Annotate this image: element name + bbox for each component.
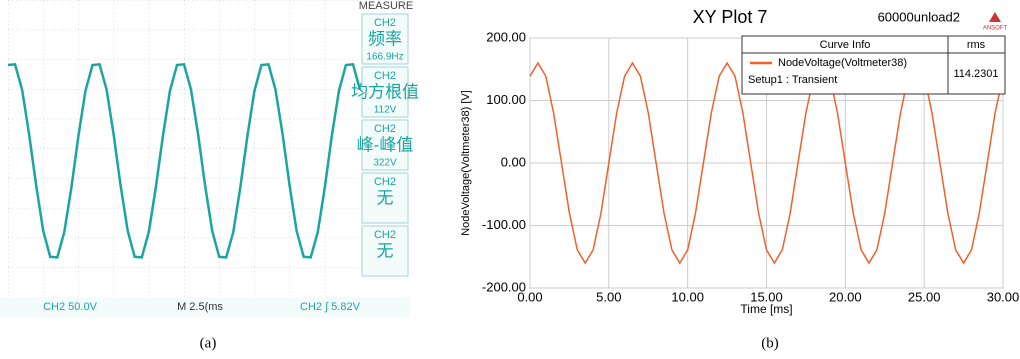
- y-axis-label: NodeVoltage(Voltmeter38) [V]: [460, 90, 472, 236]
- measure-channel: CH2: [374, 176, 396, 188]
- footer-text: CH2 ∫ 5.82V: [300, 301, 361, 313]
- footer-text: CH2 50.0V: [43, 301, 97, 313]
- y-tick-label: -100.00: [482, 217, 526, 232]
- measure-value: 112V: [374, 105, 397, 116]
- logo: ANSOFT: [983, 26, 1008, 32]
- measure-value: 166.9Hz: [366, 52, 403, 63]
- measure-name: 频率: [368, 29, 402, 48]
- x-axis-label: Time [ms]: [740, 302, 792, 316]
- x-tick-label: 25.00: [908, 289, 941, 304]
- scope-grid: [8, 0, 360, 297]
- x-tick-label: 0.00: [517, 289, 542, 304]
- x-tick-label: 30.00: [987, 289, 1020, 304]
- caption: (b): [761, 335, 779, 351]
- figure: MEASURECH2频率166.9HzCH2均方根值112VCH2峰-峰值322…: [0, 0, 1020, 359]
- measure-value: 322V: [373, 158, 397, 169]
- legend-rms: 114.2301: [953, 68, 998, 80]
- measure-name: 无: [377, 188, 394, 207]
- measure-name: 无: [377, 241, 394, 260]
- caption: (a): [200, 335, 217, 351]
- x-tick-label: 10.00: [671, 289, 704, 304]
- measure-channel: CH2: [374, 17, 396, 29]
- y-tick-label: 100.00: [486, 92, 526, 107]
- chart-subtitle: 60000unload2: [878, 9, 960, 24]
- x-tick-label: 20.00: [829, 289, 862, 304]
- legend-entry: NodeVoltage(Voltmeter38): [778, 57, 907, 69]
- chart-title: XY Plot 7: [693, 7, 768, 27]
- y-tick-label: 200.00: [486, 29, 526, 44]
- legend-setup: Setup1 : Transient: [748, 74, 837, 86]
- measure-name: 峰-峰值: [357, 135, 414, 154]
- measure-channel: CH2: [374, 123, 396, 135]
- y-tick-label: 0.00: [501, 154, 526, 169]
- logo-mark: [989, 12, 1001, 22]
- measure-channel: CH2: [374, 70, 396, 82]
- legend-header: Curve Info: [820, 39, 871, 51]
- scope-header: MEASURE: [359, 0, 413, 12]
- measure-name: 均方根值: [351, 82, 419, 101]
- x-tick-label: 5.00: [596, 289, 621, 304]
- measure-channel: CH2: [374, 229, 396, 241]
- footer-text: M 2.5(ms: [177, 301, 223, 313]
- legend-header: rms: [967, 39, 986, 51]
